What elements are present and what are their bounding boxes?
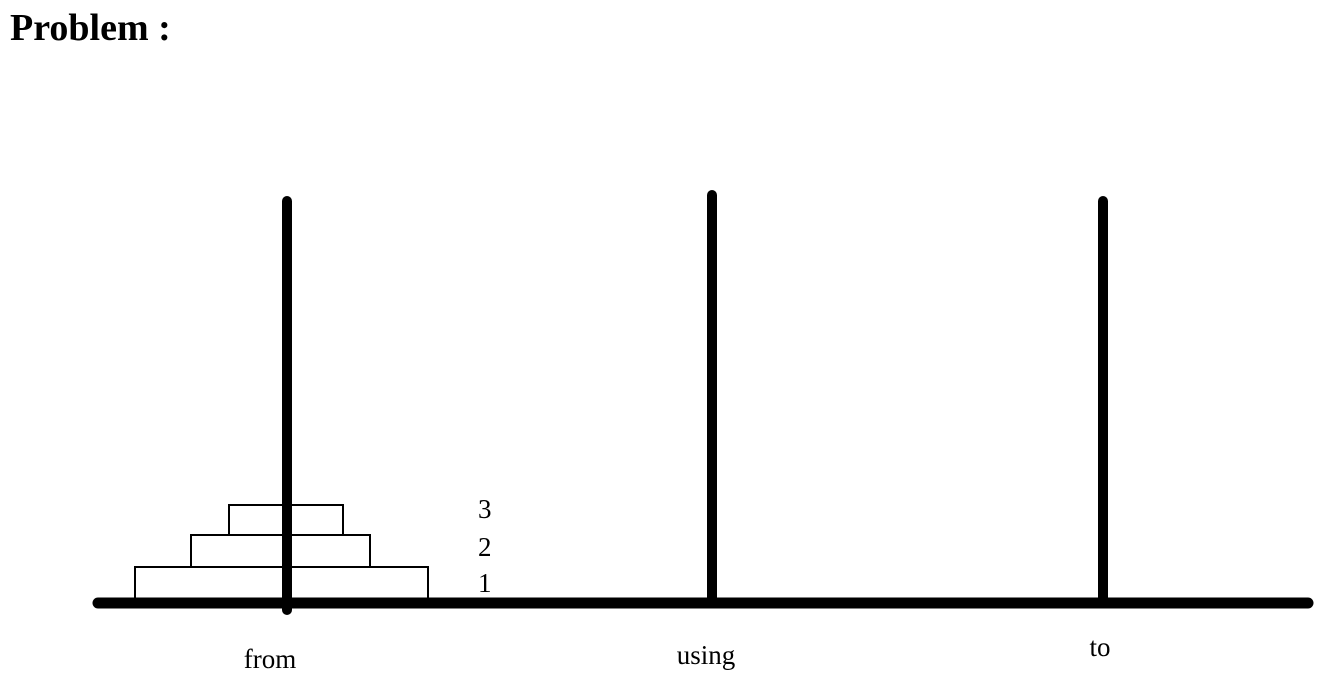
disk-label: 1 [478,568,492,598]
peg-label: using [677,640,736,670]
title: Problem : [10,7,171,49]
disk-label: 3 [478,494,492,524]
peg-label: to [1089,632,1110,662]
disk [190,534,371,568]
peg-label: from [244,644,296,674]
disk-label: 2 [478,532,492,562]
